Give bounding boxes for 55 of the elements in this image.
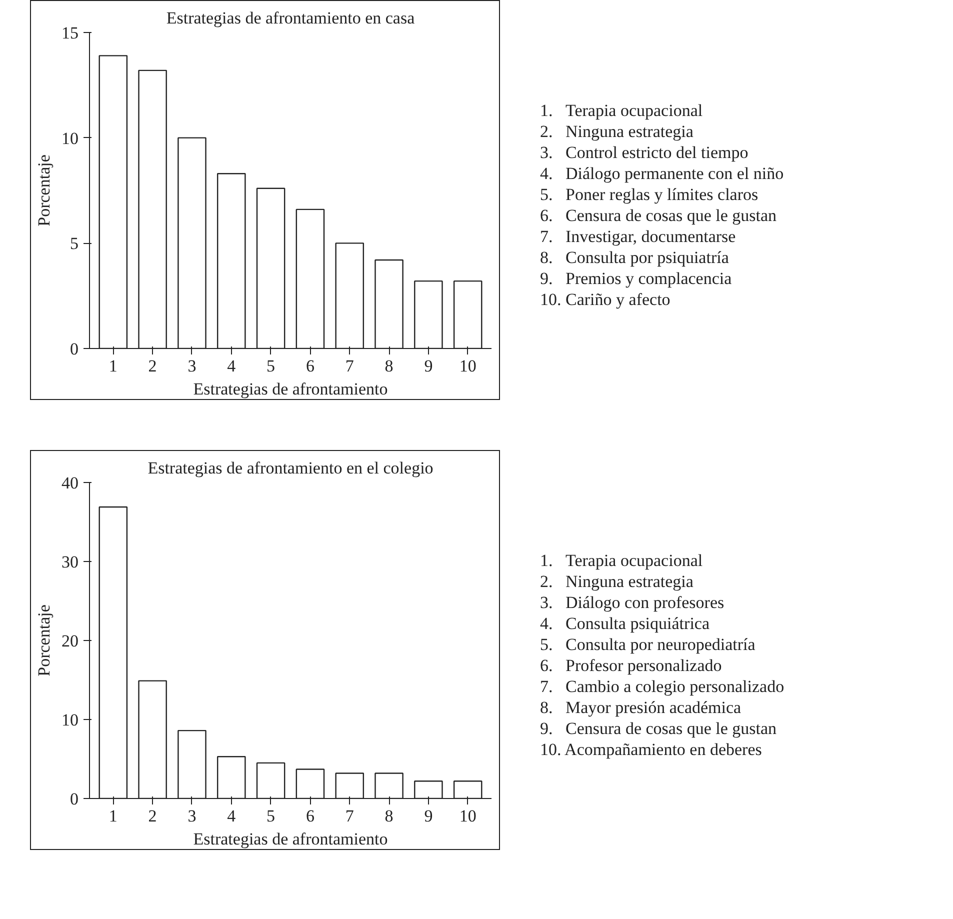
text: 2. Ninguna estrategia — [540, 121, 694, 142]
x-tick-label: 8 — [384, 806, 394, 826]
x-tick-label: 4 — [227, 806, 236, 826]
text: 8. Mayor presión académica — [540, 697, 742, 718]
x-axis-title: Estrategias de afrontamiento — [193, 380, 388, 398]
text: 5. Consulta por neuropediatría — [540, 634, 756, 655]
x-tick-label: 5 — [266, 356, 276, 376]
text: 4. Consulta psiquiátrica — [540, 613, 711, 634]
x-tick-label: 4 — [227, 356, 236, 376]
text: 4. Diálogo permanente con el niño — [540, 163, 784, 184]
text: 6. Censura de cosas que le gustan — [540, 205, 778, 226]
text: 3. Diálogo con profesores — [540, 592, 726, 613]
x-tick-label: 6 — [306, 356, 314, 376]
text: 7. Cambio a colegio personalizado — [540, 676, 784, 697]
x-tick-label: 9 — [424, 356, 433, 376]
x-tick-label: 1 — [108, 356, 118, 376]
text: 6. Profesor personalizado — [540, 655, 723, 676]
y-tick-label: 0 — [70, 340, 78, 358]
text: 1. Terapia ocupacional — [540, 100, 704, 121]
x-tick-label: 2 — [148, 806, 157, 826]
x-tick-label: 9 — [424, 806, 433, 826]
text: 10. Cariño y afecto — [540, 289, 672, 310]
x-tick-label: 10 — [459, 806, 476, 826]
text: 5. Poner reglas y límites claros — [540, 184, 760, 205]
x-tick-label: 1 — [108, 806, 118, 826]
y-tick-label: 20 — [62, 632, 78, 650]
chart-title: Estrategias de afrontamiento en casa — [166, 8, 416, 28]
y-tick-label: 15 — [62, 24, 78, 42]
x-tick-label: 7 — [345, 806, 354, 826]
y-tick-label: 10 — [62, 710, 78, 730]
x-tick-label: 7 — [345, 356, 354, 376]
x-tick-label: 5 — [266, 806, 276, 826]
text: 1. Terapia ocupacional — [540, 550, 704, 571]
x-axis-title: Estrategias de afrontamiento — [193, 830, 388, 848]
y-tick-label: 40 — [62, 474, 78, 492]
chart-title: Estrategias de afrontamiento en el colegio — [148, 458, 434, 478]
y-tick-label: 5 — [70, 234, 78, 254]
text: 9. Censura de cosas que le gustan — [540, 718, 778, 739]
x-tick-label: 8 — [384, 356, 394, 376]
y-tick-label: 0 — [70, 790, 78, 808]
y-tick-label: 10 — [62, 128, 78, 148]
x-tick-label: 3 — [188, 356, 196, 376]
x-tick-label: 2 — [148, 356, 157, 376]
x-tick-label: 10 — [459, 356, 476, 376]
text: 3. Control estricto del tiempo — [540, 142, 750, 163]
text: 7. Investigar, documentarse — [540, 226, 737, 247]
text: 2. Ninguna estrategia — [540, 571, 694, 592]
x-tick-label: 3 — [188, 806, 196, 826]
text: 8. Consulta por psiquiatría — [540, 247, 730, 268]
text: 10. Acompañamiento en deberes — [540, 739, 763, 760]
text: 9. Premios y complacencia — [540, 268, 733, 289]
x-tick-label: 6 — [306, 806, 314, 826]
y-axis-title: Porcentaje — [34, 604, 54, 676]
y-tick-label: 30 — [62, 552, 78, 572]
y-axis-title: Porcentaje — [34, 154, 54, 226]
